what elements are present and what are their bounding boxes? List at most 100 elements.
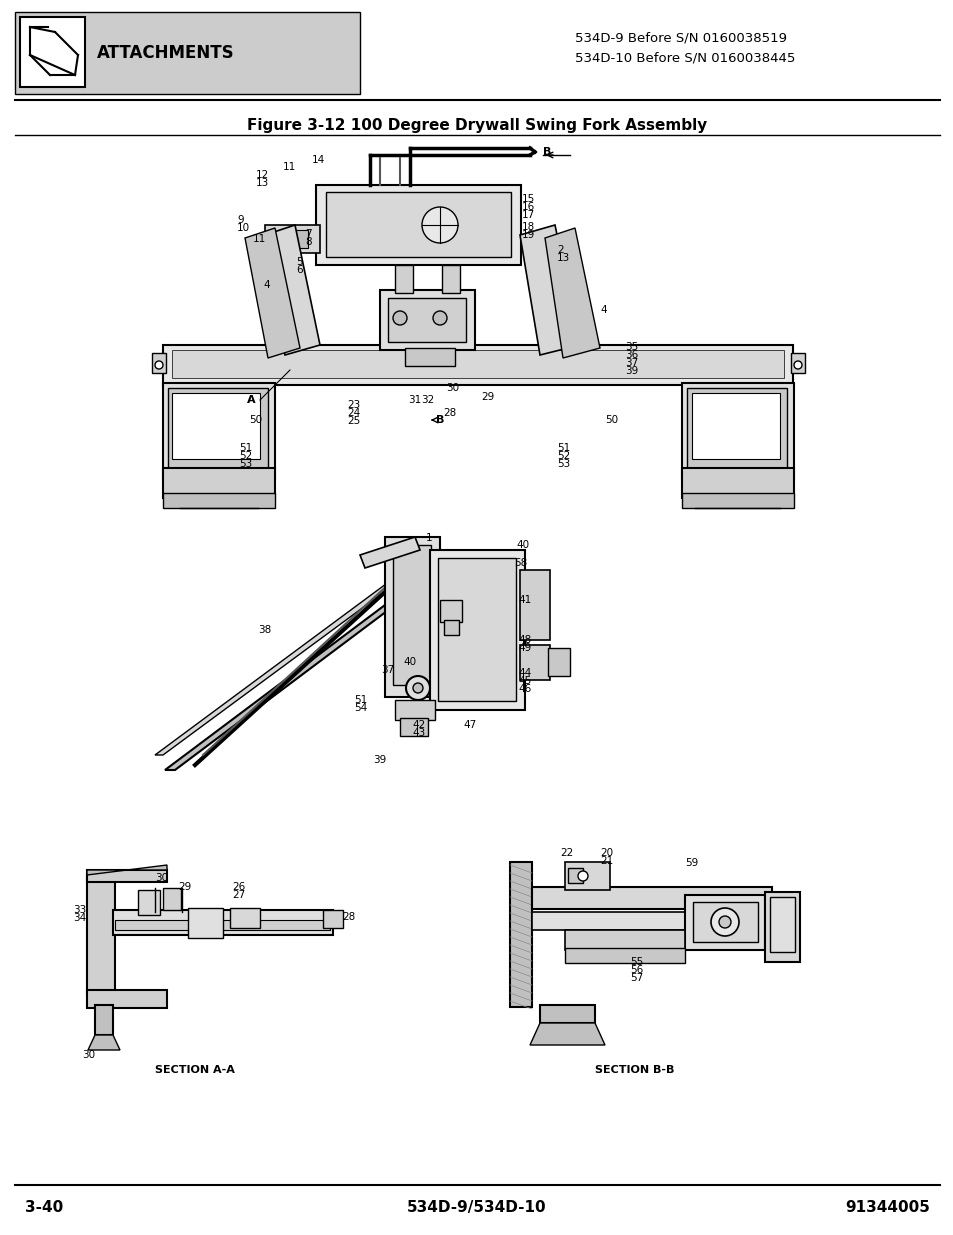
Circle shape: [793, 361, 801, 369]
Bar: [280, 230, 308, 248]
Circle shape: [393, 311, 407, 325]
Text: 27: 27: [232, 890, 245, 900]
Text: 39: 39: [624, 366, 638, 375]
Text: 52: 52: [557, 451, 570, 461]
Text: SECTION A-A: SECTION A-A: [154, 1065, 234, 1074]
Bar: [510, 862, 532, 1007]
Circle shape: [421, 207, 457, 243]
Text: 16: 16: [521, 203, 535, 212]
Bar: [388, 298, 465, 342]
Text: 36: 36: [624, 350, 638, 359]
Text: 51: 51: [354, 695, 367, 705]
Bar: [564, 930, 684, 950]
Bar: [532, 911, 771, 930]
Bar: [686, 388, 786, 471]
Bar: [764, 892, 800, 962]
Text: 5: 5: [295, 257, 302, 267]
Text: 23: 23: [347, 400, 360, 410]
Circle shape: [154, 361, 163, 369]
Text: 53: 53: [239, 459, 252, 469]
Circle shape: [710, 908, 739, 936]
Text: 24: 24: [347, 408, 360, 417]
Text: A: A: [247, 395, 255, 405]
Bar: [188, 908, 223, 939]
Bar: [163, 383, 274, 478]
Bar: [163, 493, 274, 508]
Text: 2: 2: [557, 245, 563, 254]
Text: 43: 43: [412, 727, 425, 739]
Bar: [315, 185, 520, 266]
Bar: [87, 869, 167, 882]
Text: 30: 30: [446, 383, 458, 393]
Bar: [564, 948, 684, 963]
Bar: [567, 868, 582, 883]
Bar: [395, 266, 413, 293]
Circle shape: [719, 916, 730, 927]
Text: 51: 51: [239, 443, 252, 453]
Text: 25: 25: [347, 416, 360, 426]
Bar: [437, 558, 516, 701]
Bar: [684, 895, 764, 950]
Bar: [692, 902, 758, 942]
Bar: [265, 225, 319, 253]
Text: 47: 47: [462, 720, 476, 730]
Text: 41: 41: [517, 595, 531, 605]
Bar: [519, 645, 550, 680]
Bar: [163, 345, 792, 385]
Bar: [87, 990, 167, 1008]
Circle shape: [413, 683, 422, 693]
Polygon shape: [88, 1035, 120, 1050]
Text: 22: 22: [559, 848, 573, 858]
Circle shape: [433, 311, 447, 325]
Bar: [681, 493, 793, 508]
Text: 40: 40: [402, 657, 416, 667]
Polygon shape: [245, 228, 299, 358]
Text: B: B: [542, 147, 551, 157]
Bar: [681, 383, 793, 478]
Text: 53: 53: [557, 459, 570, 469]
Text: 40: 40: [516, 540, 529, 550]
Text: 4: 4: [263, 280, 270, 290]
Text: 29: 29: [178, 882, 191, 892]
Text: 48: 48: [517, 635, 531, 645]
Text: Figure 3-12 100 Degree Drywall Swing Fork Assembly: Figure 3-12 100 Degree Drywall Swing For…: [247, 119, 706, 133]
Bar: [430, 550, 524, 710]
Text: 32: 32: [420, 395, 434, 405]
Text: A: A: [248, 395, 254, 405]
Text: 45: 45: [517, 676, 531, 685]
Bar: [691, 393, 780, 459]
Bar: [395, 700, 435, 720]
Polygon shape: [154, 578, 402, 755]
Text: 39: 39: [373, 755, 386, 764]
Text: 534D-10 Before S/N 0160038445: 534D-10 Before S/N 0160038445: [575, 52, 795, 64]
Text: 3-40: 3-40: [25, 1200, 63, 1215]
Text: 31: 31: [408, 395, 421, 405]
Bar: [112, 910, 333, 935]
Bar: [20, 17, 85, 86]
Polygon shape: [544, 228, 599, 358]
Bar: [163, 468, 274, 498]
Text: ATTACHMENTS: ATTACHMENTS: [97, 44, 234, 62]
Text: 12: 12: [255, 170, 269, 180]
Text: 91344005: 91344005: [844, 1200, 929, 1215]
Bar: [115, 920, 330, 930]
Text: 50: 50: [604, 415, 618, 425]
Text: 10: 10: [236, 224, 250, 233]
Text: 34: 34: [73, 913, 86, 923]
Polygon shape: [165, 590, 415, 769]
Text: 38: 38: [257, 625, 271, 635]
Bar: [769, 897, 794, 952]
Bar: [385, 537, 439, 697]
Bar: [138, 890, 160, 915]
Text: 13: 13: [557, 253, 570, 263]
Text: 11: 11: [283, 162, 296, 172]
Text: 54: 54: [354, 703, 367, 713]
Text: 28: 28: [341, 911, 355, 923]
Polygon shape: [359, 537, 419, 568]
Polygon shape: [87, 864, 167, 876]
Bar: [790, 353, 804, 373]
Text: SECTION B-B: SECTION B-B: [595, 1065, 674, 1074]
Bar: [519, 571, 550, 640]
Bar: [564, 862, 609, 890]
Bar: [230, 908, 260, 927]
